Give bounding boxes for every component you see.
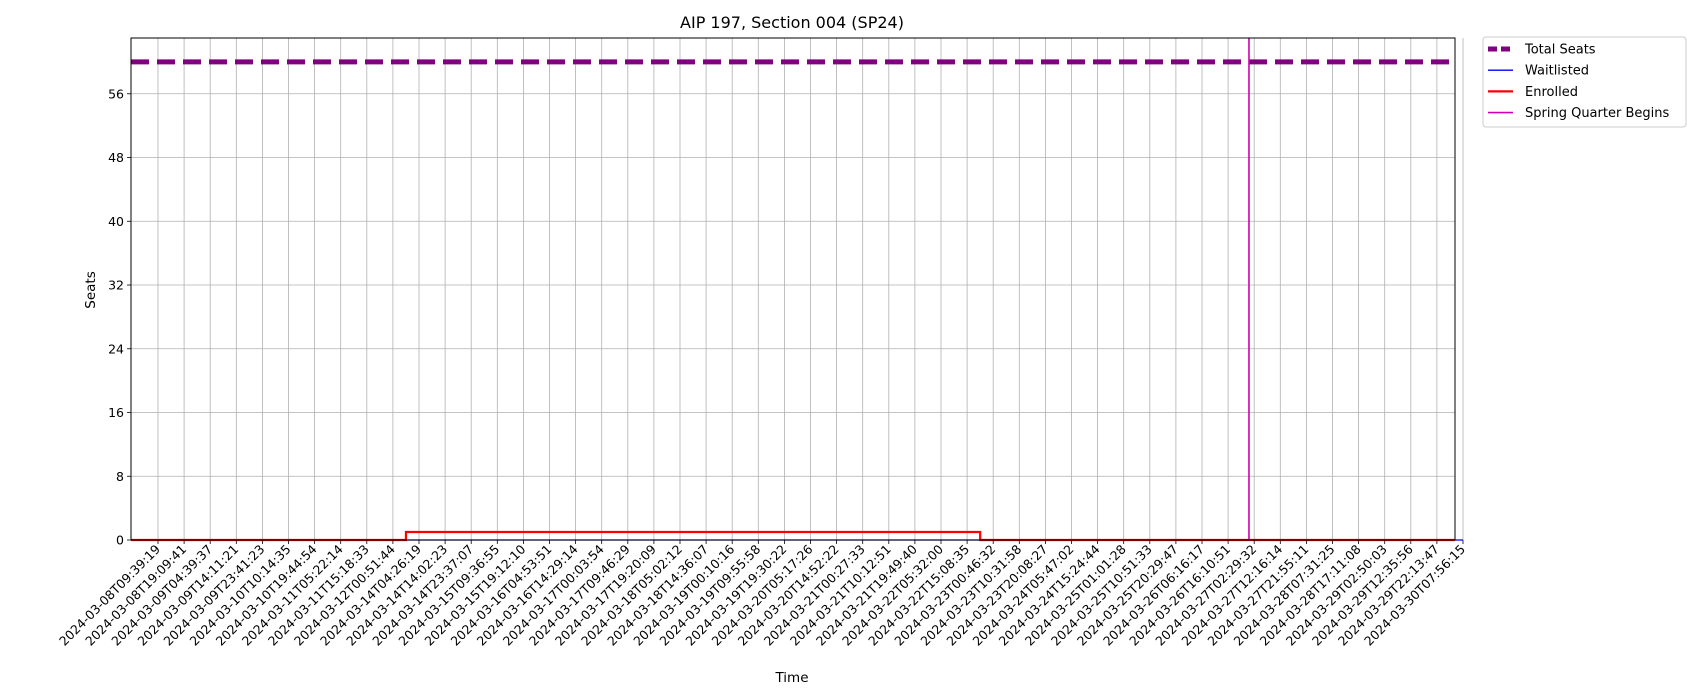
y-tick-label: 0 — [116, 533, 124, 548]
y-tick-label: 24 — [108, 341, 124, 356]
series-enrolled-line — [131, 530, 1455, 542]
chart-title: AIP 197, Section 004 (SP24) — [680, 13, 904, 32]
y-tick-label: 32 — [108, 278, 124, 293]
y-tick-label: 40 — [108, 214, 124, 229]
legend: Total Seats Waitlisted Enrolled Spring Quar… — [1482, 36, 1687, 128]
x-axis-label: Time — [774, 670, 808, 686]
legend-label: Enrolled — [1525, 85, 1578, 100]
x-axis-ticks: 2024-03-08T09:39:192024-03-08T19:09:4120… — [56, 540, 1468, 649]
legend-label: Spring Quarter Begins — [1525, 106, 1669, 121]
plot-series — [131, 38, 1463, 542]
y-axis-label: Seats — [83, 271, 99, 308]
legend-box — [1482, 36, 1687, 128]
legend-label: Waitlisted — [1525, 64, 1589, 79]
y-tick-label: 56 — [108, 86, 124, 101]
y-axis-ticks: 0 8 16 24 32 40 48 56 — [108, 86, 131, 548]
grid — [131, 38, 1464, 541]
legend-label: Total Seats — [1524, 43, 1596, 58]
y-tick-label: 16 — [108, 405, 124, 420]
y-tick-label: 48 — [108, 150, 124, 165]
y-tick-label: 8 — [116, 469, 124, 484]
plot-frame — [130, 37, 1456, 541]
